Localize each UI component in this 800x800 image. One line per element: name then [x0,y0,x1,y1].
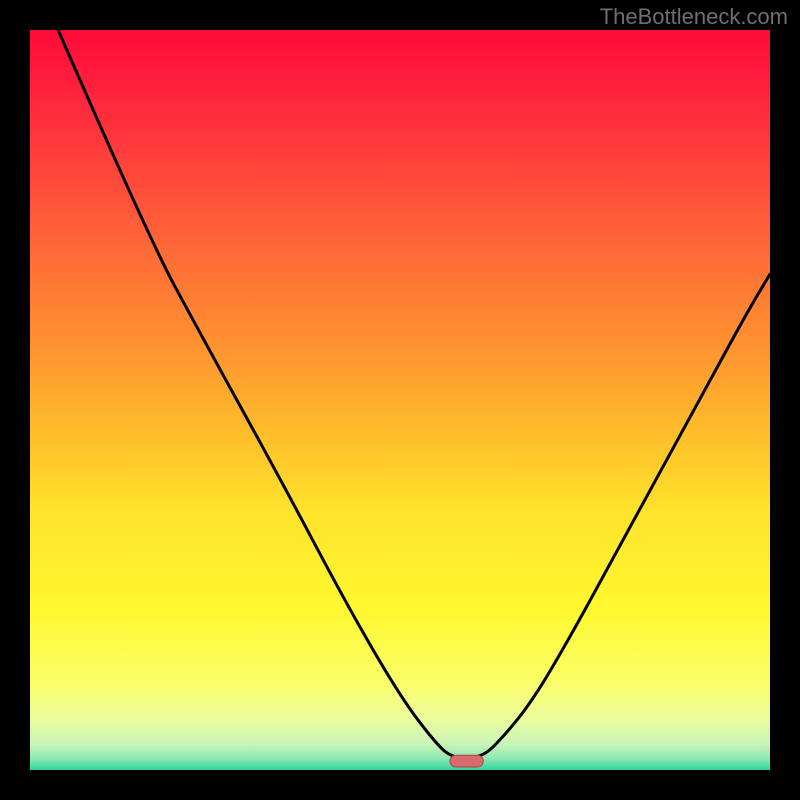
optimal-marker [450,755,483,767]
chart-root: TheBottleneck.com [0,0,800,800]
gradient-background [30,30,770,770]
chart-svg [0,0,800,800]
watermark-text: TheBottleneck.com [600,4,788,30]
